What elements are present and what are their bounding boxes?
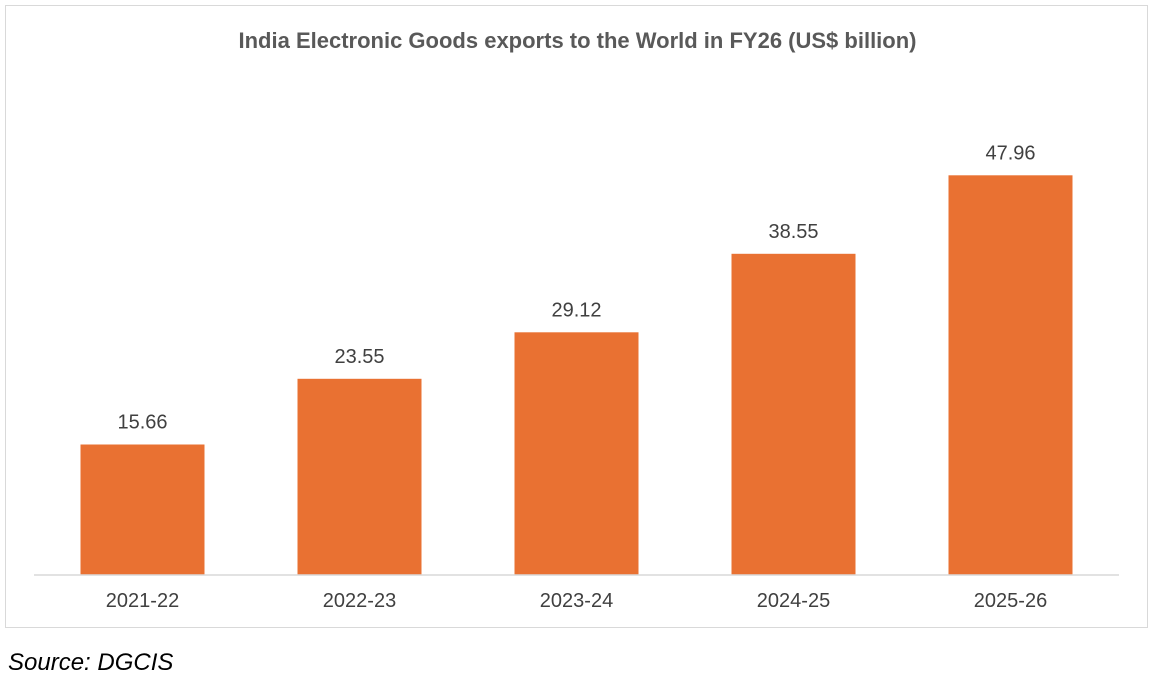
x-tick-label-2022-23: 2022-23 — [323, 590, 396, 612]
x-tick-label-2021-22: 2021-22 — [106, 590, 179, 612]
x-tick-labels: 2021-22 2022-23 2023-24 2024-25 2025-26 — [106, 590, 1047, 612]
x-tick-label-2023-24: 2023-24 — [540, 590, 613, 612]
data-label-2025-26: 47.96 — [985, 142, 1035, 164]
bar-2022-23 — [297, 378, 422, 576]
bar-2025-26 — [948, 175, 1073, 576]
x-tick-label-2024-25: 2024-25 — [757, 590, 830, 612]
bar-2023-24 — [514, 332, 639, 575]
data-label-2023-24: 29.12 — [551, 299, 601, 321]
bars-layer — [80, 175, 1073, 576]
labels-layer: 15.66 23.55 29.12 38.55 47.96 — [117, 142, 1035, 433]
chart-title: India Electronic Goods exports to the Wo… — [238, 28, 917, 53]
data-label-2021-22: 15.66 — [117, 412, 167, 434]
source-note: Source: DGCIS — [8, 649, 174, 676]
bar-2021-22 — [80, 444, 205, 575]
data-label-2024-25: 38.55 — [768, 221, 818, 243]
data-label-2022-23: 23.55 — [334, 346, 384, 368]
x-tick-label-2025-26: 2025-26 — [974, 590, 1047, 612]
bar-2024-25 — [731, 253, 856, 576]
